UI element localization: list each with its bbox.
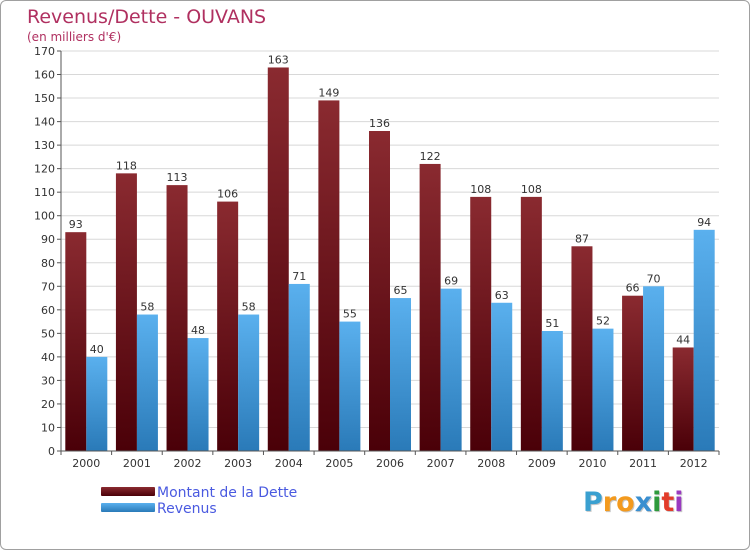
- bar-debt: [65, 232, 87, 451]
- data-label-debt: 66: [626, 282, 640, 295]
- bar-revenue: [339, 321, 361, 451]
- bar-revenue: [390, 298, 411, 451]
- data-label-revenue: 63: [495, 289, 509, 302]
- data-label-revenue: 58: [242, 301, 256, 314]
- y-tick-label: 150: [34, 92, 55, 105]
- logo-letter: o: [616, 487, 635, 518]
- y-tick-label: 0: [48, 445, 55, 458]
- y-tick-label: 30: [41, 374, 55, 387]
- data-label-debt: 122: [420, 150, 441, 163]
- logo-letter: i: [674, 487, 684, 518]
- bar-debt: [520, 196, 542, 451]
- y-tick-label: 40: [41, 351, 55, 364]
- bar-revenue: [187, 338, 209, 451]
- bar-debt: [672, 347, 694, 451]
- data-label-debt: 44: [676, 333, 690, 346]
- bar-debt: [622, 295, 644, 451]
- bar-debt: [419, 163, 441, 452]
- y-tick-label: 120: [34, 163, 55, 176]
- data-label-debt: 118: [116, 159, 137, 172]
- data-label-debt: 163: [268, 53, 289, 66]
- bar-revenue: [440, 288, 462, 451]
- x-tick-label: 2006: [376, 457, 404, 470]
- y-tick-label: 130: [34, 139, 55, 152]
- data-label-debt: 106: [217, 188, 238, 201]
- logo-letter: P: [583, 487, 603, 518]
- logo-letter: x: [634, 487, 653, 518]
- bar-revenue: [693, 229, 715, 451]
- x-tick-label: 2001: [123, 457, 151, 470]
- bar-revenue: [643, 286, 665, 451]
- y-tick-label: 20: [41, 398, 55, 411]
- y-tick-label: 90: [41, 233, 55, 246]
- data-label-debt: 93: [69, 218, 83, 231]
- logo-letter: r: [602, 487, 617, 518]
- data-label-revenue: 70: [647, 272, 661, 285]
- data-label-revenue: 71: [292, 270, 306, 283]
- data-label-revenue: 48: [191, 324, 205, 337]
- y-tick-label: 10: [41, 421, 55, 434]
- x-tick-label: 2007: [427, 457, 455, 470]
- x-tick-label: 2005: [325, 457, 353, 470]
- legend-swatch-revenue: [101, 503, 155, 512]
- proxiti-logo: Proxiti: [583, 487, 684, 518]
- x-tick-label: 2012: [680, 457, 708, 470]
- data-label-debt: 113: [167, 171, 188, 184]
- chart-subtitle: (en milliers d'€): [27, 30, 122, 44]
- legend-swatch-debt: [101, 487, 155, 496]
- x-tick-label: 2003: [224, 457, 252, 470]
- data-label-revenue: 55: [343, 308, 357, 321]
- y-tick-label: 170: [34, 45, 55, 58]
- data-label-revenue: 52: [596, 315, 610, 328]
- x-tick-label: 2009: [528, 457, 556, 470]
- data-label-debt: 108: [470, 183, 491, 196]
- data-label-revenue: 94: [697, 216, 711, 229]
- y-tick-label: 70: [41, 280, 55, 293]
- x-tick-label: 2011: [629, 457, 657, 470]
- bar-revenue: [541, 331, 563, 451]
- y-tick-label: 140: [34, 116, 55, 129]
- bar-debt: [318, 100, 340, 451]
- data-label-revenue: 40: [90, 343, 104, 356]
- bar-revenue: [86, 356, 108, 451]
- bar-revenue: [592, 328, 614, 451]
- y-tick-label: 100: [34, 210, 55, 223]
- bar-debt: [115, 173, 137, 451]
- bar-revenue: [288, 283, 310, 451]
- data-label-debt: 108: [521, 183, 542, 196]
- y-tick-label: 110: [34, 186, 55, 199]
- data-label-revenue: 65: [394, 284, 408, 297]
- bar-revenue: [491, 302, 513, 451]
- bar-revenue: [238, 314, 260, 451]
- y-tick-label: 80: [41, 257, 55, 270]
- legend-label-revenue: Revenus: [157, 501, 217, 517]
- logo-letter: i: [652, 487, 662, 518]
- legend-label-debt: Montant de la Dette: [157, 485, 298, 501]
- x-tick-label: 2010: [578, 457, 606, 470]
- bar-debt: [369, 131, 390, 451]
- x-tick-label: 2004: [275, 457, 303, 470]
- y-tick-label: 60: [41, 304, 55, 317]
- data-label-revenue: 69: [444, 275, 458, 288]
- bar-debt: [571, 246, 593, 451]
- data-label-revenue: 58: [140, 301, 154, 314]
- data-label-debt: 149: [318, 86, 339, 99]
- y-tick-label: 160: [34, 69, 55, 82]
- bar-debt: [470, 196, 492, 451]
- x-tick-label: 2008: [477, 457, 505, 470]
- bar-revenue: [136, 314, 158, 451]
- data-label-debt: 87: [575, 232, 589, 245]
- y-tick-label: 50: [41, 327, 55, 340]
- data-label-debt: 136: [369, 117, 390, 130]
- x-tick-label: 2002: [174, 457, 202, 470]
- bar-debt: [217, 201, 239, 451]
- chart-title: Revenus/Dette - OUVANS: [27, 6, 267, 28]
- x-tick-label: 2000: [72, 457, 100, 470]
- logo-letter: t: [661, 487, 675, 518]
- data-label-revenue: 51: [545, 317, 559, 330]
- bar-debt: [166, 185, 188, 451]
- bar-debt: [267, 67, 289, 452]
